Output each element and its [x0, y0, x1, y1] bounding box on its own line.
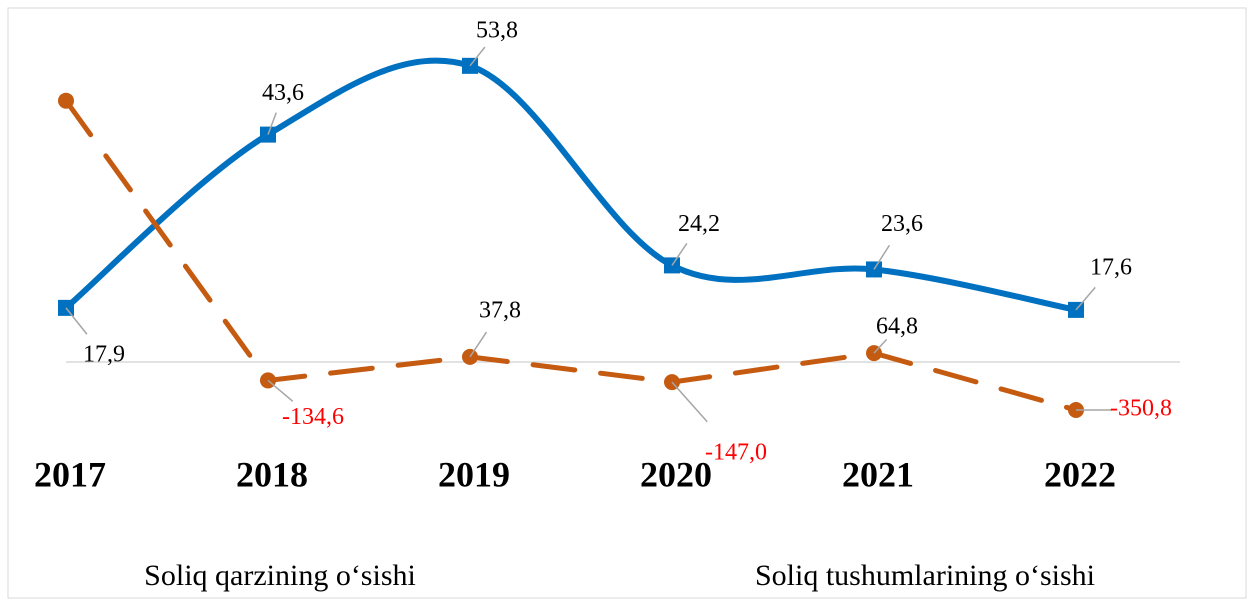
leader-line: [65, 307, 88, 335]
leader-line: [671, 381, 708, 423]
leader-line: [267, 112, 277, 135]
leader-line: [671, 242, 688, 266]
leader-line: [873, 338, 888, 354]
leader-line: [469, 46, 486, 67]
series-line: [63, 98, 1079, 413]
x-tick-label: 2021: [842, 454, 914, 494]
x-tick-label: 2020: [640, 454, 712, 494]
data-label: 53,8: [476, 17, 518, 43]
leader-line: [873, 244, 891, 270]
series-line: [63, 57, 1079, 313]
data-label: 43,6: [262, 80, 304, 106]
leader-line: [469, 331, 488, 358]
leader-line: [1075, 286, 1096, 311]
data-label: 17,6: [1090, 254, 1132, 280]
x-tick-label: 2022: [1044, 454, 1116, 494]
data-label: 37,8: [479, 297, 521, 323]
x-tick-label: 2019: [438, 454, 510, 494]
marker: [260, 126, 276, 143]
chart-border: [7, 7, 1247, 599]
data-label: 23,6: [881, 211, 923, 237]
data-label: -134,6: [282, 404, 344, 430]
data-label: 17,9: [83, 341, 125, 367]
data-label: 24,2: [678, 211, 720, 237]
data-label: -147,0: [705, 440, 767, 466]
x-tick-label: 2017: [34, 454, 106, 494]
x-tick-label: 2018: [236, 454, 308, 494]
data-label: 64,8: [876, 314, 918, 340]
leader-line: [267, 379, 294, 402]
legend-label: Soliq tushumlarining o‘sishi: [755, 559, 1095, 592]
data-label: -350,8: [1110, 396, 1172, 422]
marker: [58, 92, 74, 109]
legend-label: Soliq qarzining o‘sishi: [144, 559, 416, 592]
